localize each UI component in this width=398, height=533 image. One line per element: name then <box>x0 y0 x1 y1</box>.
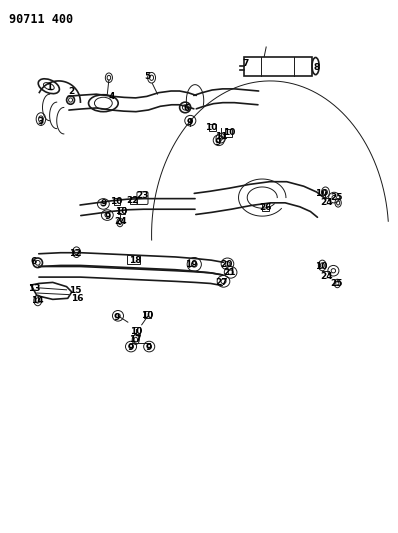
Bar <box>244 56 312 76</box>
Text: 18: 18 <box>129 256 141 265</box>
Text: 14: 14 <box>31 296 43 305</box>
Text: 5: 5 <box>144 72 151 81</box>
Text: 9: 9 <box>113 313 120 322</box>
Text: 17: 17 <box>129 335 141 344</box>
Text: 7: 7 <box>242 60 249 68</box>
Text: 3: 3 <box>37 117 43 126</box>
Text: 1: 1 <box>46 83 52 92</box>
Text: 24: 24 <box>320 198 333 207</box>
Text: 6: 6 <box>183 104 189 113</box>
Bar <box>209 124 217 131</box>
Text: 20: 20 <box>220 260 233 269</box>
Text: 23: 23 <box>137 191 149 200</box>
Text: 13: 13 <box>27 284 40 293</box>
Text: 9: 9 <box>100 199 107 208</box>
Bar <box>134 327 140 334</box>
Text: 25: 25 <box>330 193 343 202</box>
Text: 2: 2 <box>68 87 75 96</box>
Bar <box>130 197 137 205</box>
Text: 24: 24 <box>320 271 333 280</box>
Text: 15: 15 <box>68 286 81 295</box>
Text: 27: 27 <box>216 278 228 287</box>
Bar <box>114 198 120 205</box>
Text: 10: 10 <box>314 262 327 271</box>
Text: 90711 400: 90711 400 <box>9 13 73 26</box>
Text: 16: 16 <box>71 294 84 303</box>
Text: 12: 12 <box>69 249 82 259</box>
Bar <box>118 207 125 214</box>
Text: 21: 21 <box>224 268 236 277</box>
Text: 10: 10 <box>223 128 235 138</box>
Text: 22: 22 <box>126 196 139 205</box>
Text: 10: 10 <box>110 197 122 206</box>
Text: 9: 9 <box>215 138 221 147</box>
Bar <box>262 204 269 211</box>
Bar <box>127 255 140 264</box>
Text: 10: 10 <box>130 327 142 336</box>
Bar <box>144 311 151 318</box>
Text: 10: 10 <box>205 123 218 132</box>
Text: 4: 4 <box>108 92 115 101</box>
Text: 8: 8 <box>314 63 320 71</box>
Text: 11: 11 <box>215 132 227 141</box>
Text: 19: 19 <box>185 260 197 269</box>
Text: 10: 10 <box>314 189 327 198</box>
Text: 9: 9 <box>145 343 152 352</box>
Bar <box>225 129 232 136</box>
Text: 6: 6 <box>31 257 37 265</box>
Text: 10: 10 <box>115 207 127 216</box>
Text: 9: 9 <box>186 118 193 127</box>
Text: 10: 10 <box>140 311 153 320</box>
Text: 24: 24 <box>115 217 127 226</box>
Text: 26: 26 <box>259 203 272 212</box>
Text: 25: 25 <box>330 279 343 288</box>
Text: 9: 9 <box>127 343 133 352</box>
Text: 9: 9 <box>104 212 111 221</box>
